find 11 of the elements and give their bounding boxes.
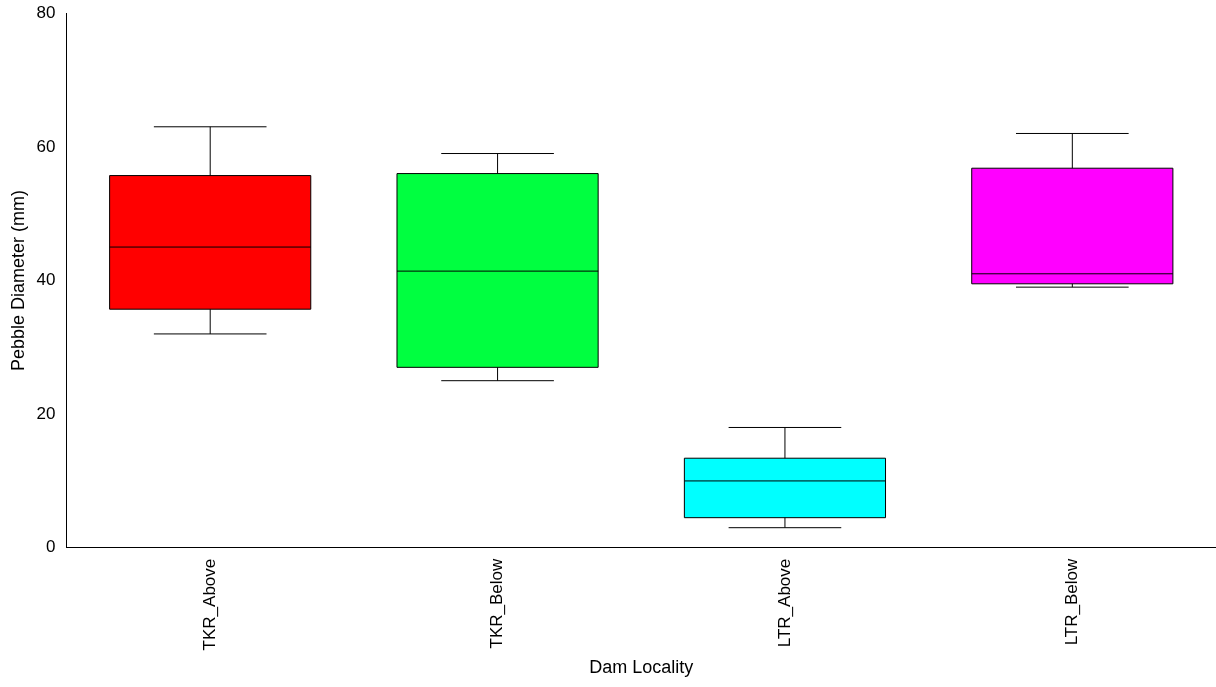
x-tick-label: TKR_Below [487, 558, 507, 649]
x-tick-label: LTR_Above [774, 558, 794, 648]
y-tick-label: 20 [36, 403, 56, 423]
x-tick-label: TKR_Above [199, 558, 219, 651]
y-tick-label: 80 [36, 2, 56, 22]
x-tick-label: LTR_Below [1062, 558, 1081, 646]
y-tick-label: 40 [36, 270, 56, 290]
y-tick-label: 0 [46, 537, 56, 557]
y-tick-label: 60 [36, 136, 56, 156]
x-axis-title: Dam Locality [589, 657, 694, 678]
y-axis-title: Pebble Diameter (mm) [7, 189, 28, 371]
